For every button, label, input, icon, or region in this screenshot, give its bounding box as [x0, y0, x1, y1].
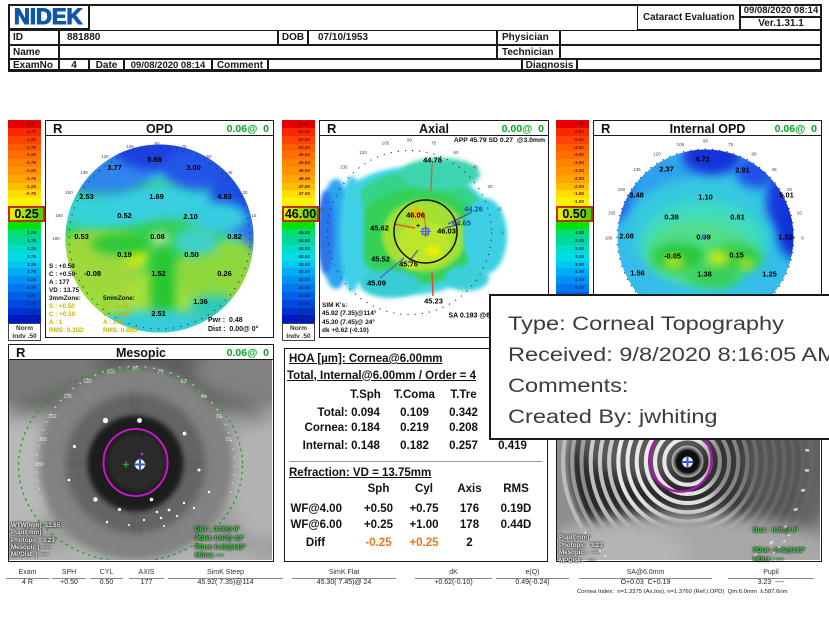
svg-text:2.10: 2.10 [183, 212, 198, 221]
svg-text:1.38: 1.38 [697, 270, 712, 279]
svg-text:0.81: 0.81 [730, 213, 745, 222]
svg-text:15: 15 [797, 210, 803, 215]
svg-text:135: 135 [80, 170, 88, 175]
svg-text:1.36: 1.36 [193, 297, 208, 306]
svg-text:0.82: 0.82 [227, 232, 242, 241]
svg-text:45.76: 45.76 [399, 260, 418, 269]
svg-text:3.00: 3.00 [186, 163, 201, 172]
svg-text:150: 150 [65, 190, 73, 195]
svg-text:2.91: 2.91 [735, 166, 750, 175]
svg-text:150: 150 [48, 414, 57, 420]
svg-text:135: 135 [63, 394, 72, 400]
svg-text:5.01: 5.01 [779, 191, 794, 200]
svg-text:1.52: 1.52 [778, 233, 793, 242]
svg-text:45.62: 45.62 [370, 224, 389, 233]
svg-text:45: 45 [201, 394, 207, 400]
svg-text:46.06: 46.06 [406, 211, 425, 220]
svg-text:46.03: 46.03 [437, 227, 456, 236]
svg-text:15: 15 [251, 213, 257, 218]
svg-text:180: 180 [35, 462, 44, 468]
svg-text:75: 75 [181, 144, 187, 149]
svg-text:1.10: 1.10 [698, 193, 713, 202]
svg-text:165: 165 [39, 437, 48, 443]
svg-text:90: 90 [154, 141, 160, 146]
svg-text:0.38: 0.38 [664, 213, 679, 222]
svg-text:60: 60 [751, 152, 757, 157]
svg-text:15: 15 [225, 437, 231, 443]
svg-text:2.08: 2.08 [619, 232, 634, 241]
svg-text:1.56: 1.56 [630, 269, 645, 278]
svg-text:120: 120 [653, 152, 661, 157]
svg-text:2.51: 2.51 [151, 309, 166, 318]
svg-text:30: 30 [216, 414, 222, 420]
svg-text:0.53: 0.53 [74, 232, 89, 241]
svg-text:60: 60 [181, 379, 187, 385]
svg-text:0: 0 [801, 236, 804, 241]
svg-text:45: 45 [473, 165, 479, 170]
svg-text:4.83: 4.83 [217, 192, 232, 201]
svg-text:2.53: 2.53 [79, 192, 94, 201]
svg-text:0.26: 0.26 [217, 269, 232, 278]
svg-text:180: 180 [52, 236, 60, 241]
svg-text:150: 150 [618, 187, 626, 192]
svg-text:165: 165 [608, 210, 616, 215]
svg-text:90: 90 [703, 139, 709, 144]
svg-text:120: 120 [359, 150, 367, 155]
svg-text:0.52: 0.52 [117, 211, 132, 220]
svg-text:105: 105 [677, 142, 685, 147]
svg-text:45.52: 45.52 [371, 255, 390, 264]
svg-text:44.26: 44.26 [464, 205, 483, 214]
svg-text:5.68: 5.68 [147, 155, 162, 164]
svg-text:0.19: 0.19 [117, 250, 132, 259]
svg-text:2.37: 2.37 [659, 165, 674, 174]
svg-text:0.15: 0.15 [729, 251, 744, 260]
svg-text:-0.05: -0.05 [664, 252, 681, 261]
svg-text:75: 75 [728, 142, 734, 147]
svg-text:45: 45 [772, 167, 778, 172]
svg-text:15: 15 [497, 206, 503, 211]
svg-text:105: 105 [107, 369, 116, 375]
svg-text:3.77: 3.77 [107, 163, 122, 172]
svg-text:60: 60 [453, 150, 459, 155]
svg-text:45.23: 45.23 [424, 297, 443, 306]
svg-text:180: 180 [605, 236, 613, 241]
svg-text:45: 45 [227, 170, 233, 175]
svg-text:30: 30 [787, 187, 793, 192]
svg-text:90: 90 [407, 138, 413, 143]
svg-text:120: 120 [83, 379, 92, 385]
svg-text:75: 75 [431, 141, 437, 146]
svg-text:105: 105 [382, 141, 390, 146]
svg-text:165: 165 [320, 206, 324, 211]
svg-text:4.72: 4.72 [695, 155, 710, 164]
svg-text:44.65: 44.65 [452, 219, 471, 228]
svg-text:0.08: 0.08 [150, 232, 165, 241]
svg-text:SA 0.193 @6: SA 0.193 @6 [449, 313, 491, 320]
svg-text:0.50: 0.50 [184, 250, 199, 259]
svg-text:1.69: 1.69 [149, 192, 164, 201]
svg-text:105: 105 [126, 144, 134, 149]
svg-text:60: 60 [206, 154, 212, 159]
svg-text:+: + [416, 223, 420, 230]
svg-text:30: 30 [487, 184, 493, 189]
svg-text:-0.08: -0.08 [84, 269, 101, 278]
svg-text:44.78: 44.78 [423, 156, 442, 165]
svg-text:135: 135 [340, 165, 348, 170]
svg-text:0: 0 [501, 231, 504, 236]
svg-text:45.09: 45.09 [367, 279, 386, 288]
svg-text:1.52: 1.52 [151, 269, 166, 278]
svg-text:165: 165 [55, 213, 63, 218]
svg-text:3.48: 3.48 [629, 191, 644, 200]
svg-text:1.25: 1.25 [762, 270, 777, 279]
svg-text:120: 120 [101, 154, 109, 159]
svg-text:135: 135 [633, 167, 641, 172]
svg-text:30: 30 [242, 190, 248, 195]
